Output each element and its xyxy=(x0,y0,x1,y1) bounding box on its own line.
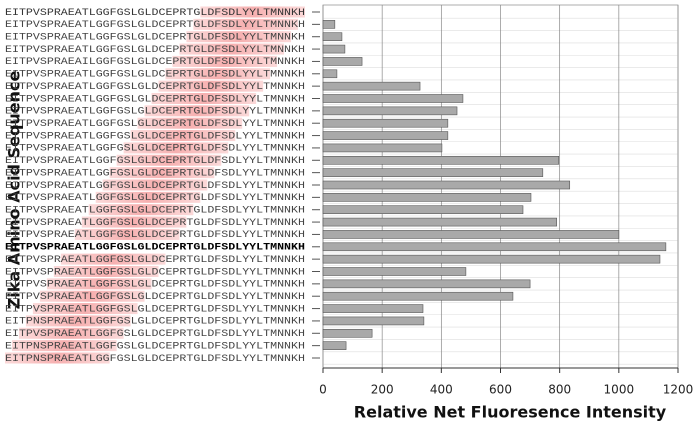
highlight xyxy=(137,117,243,129)
bar xyxy=(322,230,620,239)
highlight xyxy=(81,216,187,228)
y-tick-label: EITPVSPRAEATLGGFGSLGLDCEPRTGLDFSDLYYLTMN… xyxy=(5,81,305,93)
y-tick-label: EITPVSPRAEATLGGFGSLGLDCEPRTGLDFSDLYYLTMN… xyxy=(5,204,305,216)
highlight xyxy=(193,18,299,30)
highlight xyxy=(5,352,110,364)
highlight xyxy=(25,315,131,327)
highlight xyxy=(109,167,215,179)
bar xyxy=(322,32,343,42)
highlight xyxy=(165,68,271,80)
y-tick-label: EITPVSPRAEATLGGFGSLGLDCEPRTGLDFSDLYYLTMN… xyxy=(5,303,305,315)
y-tick-label: EITPVSPRAEATLGGFGSLGLDCEPRTGLDFSDLYYLTMN… xyxy=(5,19,305,31)
y-tick-label: EITPVSPRAEATLGGFGSLGLDCEPRTGLDFSDLYYLTMN… xyxy=(5,217,305,229)
y-tick-label: EITPVSPRAEATLGGFGSLGLDCEPRTGLDFSDLYYLTMN… xyxy=(5,192,305,204)
highlight xyxy=(151,93,257,104)
y-tick-label: EITPNSPRAEATLGGFGSLGLDCEPRTGLDFSDLYYLTMN… xyxy=(5,316,305,328)
bar xyxy=(322,205,524,215)
y-tick-label: EITPVSPRAEATLGGFGSLGLDCEPRTGLDFSDLYYLTMN… xyxy=(5,155,305,167)
x-tick-label: 0 xyxy=(319,383,327,397)
y-tick-label: EITPVSPRAEATLGGFGSLGLDCEPRTGLDFSDLYYLTMN… xyxy=(5,328,305,340)
y-tick-label: EITPVSPRAEATLGGFGSLGLDCEPRTGLDFSDLYYLTMN… xyxy=(5,106,305,118)
y-tick-label: EITPNSPRAEATLGGFGSLGLDCEPRTGLDFSDLYYLTMN… xyxy=(5,340,305,352)
y-tick-label: EITPVSPRAEATLGGFGSLGLDCEPRTGLDFSDLYYLTMN… xyxy=(5,118,305,130)
highlight xyxy=(179,43,285,55)
y-tick-label: EITPVSPRAEATLGGFGSLGLDCEPRTGLDFSDLYYLTMN… xyxy=(5,291,305,303)
bar xyxy=(322,328,373,338)
y-tick-label: EITPVSPRAEATLGGFGSLGLDCEPRTGLDFSDLYYLTMN… xyxy=(5,7,305,19)
highlight xyxy=(186,31,292,43)
y-tick-label: EITPVSPRAEATLGGFGSLGLDCEPRTGLDFSDLYYLTMN… xyxy=(5,266,305,278)
bar xyxy=(322,193,532,202)
x-tick-label: 1200 xyxy=(663,383,694,397)
bar xyxy=(322,94,464,103)
bar xyxy=(322,20,336,29)
x-axis-title: Relative Net Fluoresence Intensity xyxy=(354,403,667,422)
highlight xyxy=(18,327,124,339)
bar xyxy=(322,44,346,54)
highlight xyxy=(53,266,159,277)
y-tick-label: EITPVSPRAEATLGGFGSLGLDCEPRTGLDFSDLYYLTMN… xyxy=(5,44,305,56)
highlight xyxy=(11,340,117,352)
bar xyxy=(322,304,424,313)
highlight xyxy=(39,290,145,302)
highlight xyxy=(116,154,222,166)
bar xyxy=(322,180,571,190)
bar xyxy=(322,316,425,326)
y-tick-label: EITPVSPRAEATLGGFGSLGLDCEPRTGLDFSDLYYLTMN… xyxy=(5,143,305,155)
highlight xyxy=(172,55,278,67)
y-tick-label: EITPVSPRAEATLGGFGSLGLDCEPRTGLDFSDLYYLTMN… xyxy=(5,167,305,179)
bar xyxy=(322,57,363,66)
y-tick-label: EITPVSPRAEATLGGFGSLGLDCEPRTGLDFSDLYYLTMN… xyxy=(5,93,305,105)
bar xyxy=(322,267,467,276)
bar xyxy=(322,106,458,116)
y-axis-title: Zika Amino Acid Sequence xyxy=(5,70,24,309)
highlight xyxy=(130,130,236,142)
x-tick-label: 800 xyxy=(548,383,571,397)
bar xyxy=(322,341,347,350)
bar xyxy=(322,81,421,91)
bar xyxy=(322,168,544,177)
highlight xyxy=(74,228,180,240)
y-tick-label: EITPVSPRAEATLGGFGSLGLDCEPRTGLDFSDLYYLTMN… xyxy=(5,279,305,291)
y-tick-label: EITPVSPRAEAILGGFGSLGLDCEPRTGLDFSDLYYLTMN… xyxy=(5,56,305,68)
y-tick-label: EITPVSPRAEATLGGFGSLGLDCEPRTGLDFSDLYYLTMN… xyxy=(5,69,305,81)
highlight xyxy=(95,191,201,203)
highlight xyxy=(144,105,250,117)
highlight xyxy=(158,80,264,92)
x-tick-label: 200 xyxy=(371,383,394,397)
highlight xyxy=(32,303,138,315)
y-tick-label: EITPVSPRAEATLGGFGSLGLDCEPRTGLDFSDLYYLTMN… xyxy=(5,242,305,254)
highlight xyxy=(46,278,152,290)
y-tick-label: EITPVSPRAEATLGGFGSLGLDCEPRTGLDFSDLYYLTMN… xyxy=(5,254,305,266)
bar xyxy=(322,118,449,128)
y-tick-label: EITPVSPRAEATLGGFGSLGLDCEPRTGLDFSDLYYLTMN… xyxy=(5,130,305,142)
highlight xyxy=(102,179,208,191)
x-tick-label: 1000 xyxy=(604,383,635,397)
y-tick-label: EITPVSPRAEATLGGFGSLGLDCEPRTGLDFSDLYYLTMN… xyxy=(5,31,305,43)
bar xyxy=(322,242,667,252)
bar xyxy=(322,69,338,79)
bar xyxy=(322,291,514,301)
highlight xyxy=(60,253,166,265)
bar xyxy=(322,155,560,165)
y-tick-label: EITPNSPRAEATLGGFGSLGLDCEPRTGLDFSDLYYLTMN… xyxy=(5,353,305,365)
x-tick-label: 600 xyxy=(489,383,512,397)
highlight xyxy=(123,142,229,154)
bar xyxy=(322,254,661,264)
y-tick-label: EITPVSPRAEATLGGFGSLGLDCEPRTGLDFSDLYYLTMN… xyxy=(5,229,305,241)
x-tick-label: 400 xyxy=(430,383,453,397)
y-tick-label: EITPVSPRAEATLGGFGSLGLDCEPRTGLDFSDLYYLTMN… xyxy=(5,180,305,192)
bar xyxy=(322,143,443,153)
highlight xyxy=(88,204,194,216)
bar xyxy=(322,279,531,289)
highlight xyxy=(200,6,305,18)
bar xyxy=(322,217,558,227)
bar xyxy=(322,131,449,140)
